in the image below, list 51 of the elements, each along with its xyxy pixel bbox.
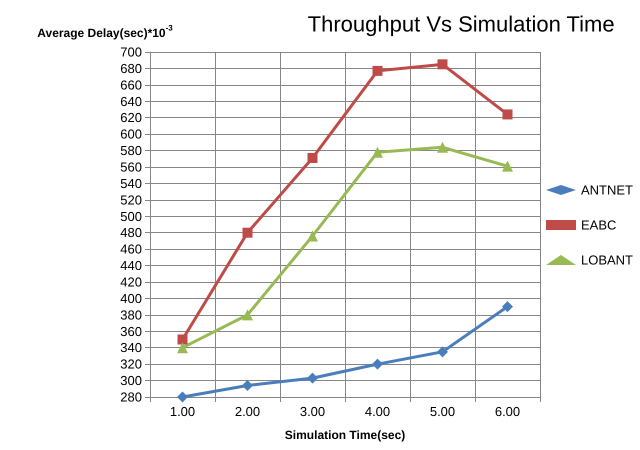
x-tick-label: 6.00 [494, 404, 520, 419]
x-axis-title: Simulation Time(sec) [284, 428, 406, 442]
y-tick-label: 500 [120, 208, 142, 224]
x-tick-label: 5.00 [430, 404, 456, 419]
point [502, 109, 512, 120]
y-tick-label: 560 [120, 160, 142, 174]
y-tick-label: 520 [120, 192, 142, 208]
y-tick-label: 380 [120, 307, 142, 322]
x-tick-label: 3.00 [300, 404, 326, 419]
legend-label: EABC [580, 218, 616, 232]
y-tick-label: 420 [120, 274, 142, 290]
y-tick-label: 400 [120, 290, 142, 306]
point [438, 59, 448, 70]
chart-title: Throughput Vs Simulation Time [308, 12, 615, 36]
y-tick-label: 440 [120, 258, 142, 274]
point [437, 346, 448, 358]
point [307, 230, 318, 242]
legend-label: ANTNET [580, 182, 634, 198]
point [177, 392, 188, 402]
y-tick-label: 360 [120, 324, 142, 339]
point [502, 160, 513, 172]
y-tick-label: 600 [120, 126, 142, 142]
x-tick-label: 2.00 [234, 404, 260, 419]
point [177, 342, 188, 354]
y-tick-label: 460 [120, 242, 142, 257]
point [242, 380, 253, 391]
y-tick-label: 300 [120, 373, 142, 388]
y-tick-label: 480 [120, 225, 142, 240]
y-tick-label: 540 [120, 176, 142, 191]
y-tick-label: 660 [120, 77, 142, 92]
y-tick-label: 640 [120, 94, 142, 109]
point [242, 309, 253, 320]
point [437, 142, 448, 153]
y-tick-label: 280 [120, 390, 142, 404]
point [307, 372, 318, 384]
x-tick-label: 4.00 [364, 404, 390, 419]
x-tick-label: 1.00 [170, 404, 196, 419]
y-tick-label: 620 [120, 110, 142, 126]
y-tick-label: 320 [120, 356, 142, 372]
legend-label: LOBANT [580, 252, 634, 268]
point [372, 146, 383, 158]
y-tick-label: 700 [120, 44, 142, 60]
point [372, 358, 383, 370]
point [308, 152, 318, 163]
point [242, 228, 252, 238]
point [372, 66, 382, 76]
point [178, 334, 188, 344]
y-tick-label: 580 [120, 143, 142, 158]
y-tick-label: 340 [120, 340, 142, 356]
point [502, 301, 513, 312]
y-tick-label: 680 [120, 60, 142, 76]
